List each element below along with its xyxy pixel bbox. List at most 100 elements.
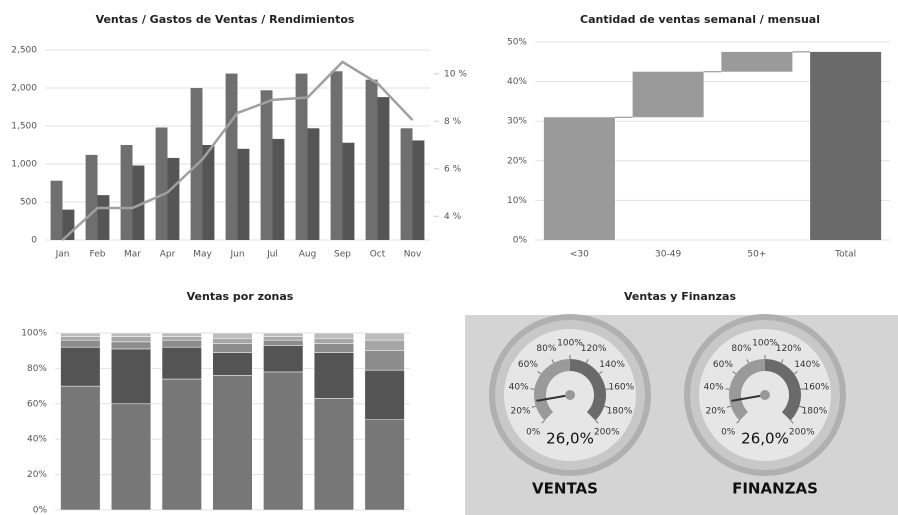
bar (238, 149, 250, 240)
gauge-value: 26,0% (741, 430, 789, 448)
bar (86, 155, 98, 240)
bar-segment (263, 340, 303, 345)
y-tick-label: 2,500 (11, 46, 37, 56)
x-tick-label: Aug (299, 250, 317, 260)
bar (366, 80, 378, 240)
bar (226, 74, 238, 240)
bar (343, 143, 355, 240)
dashboard: Ventas / Gastos de Ventas / Rendimientos… (0, 0, 898, 515)
x-tick-label: Jul (266, 250, 278, 260)
x-tick-label: Nov (404, 250, 422, 260)
bar (810, 52, 881, 240)
y2-tick-label: 6 % (444, 164, 462, 174)
needle-hub (760, 390, 770, 400)
gauge-tick-label: 20% (706, 407, 726, 417)
bar-segment (162, 379, 202, 510)
bar (98, 195, 110, 240)
tick-mark (530, 389, 534, 390)
gauge-tick-label: 100% (557, 339, 583, 349)
x-tick-label: Oct (370, 250, 386, 260)
bar-segment (365, 420, 405, 510)
y-tick-label: 10% (507, 196, 527, 206)
x-tick-label: Jan (55, 250, 70, 260)
bar-segment (213, 352, 253, 375)
gauge-tick-label: 180% (607, 407, 633, 417)
bar-segment (314, 352, 354, 398)
bar (721, 52, 792, 72)
x-tick-label: 50+ (747, 250, 766, 260)
bar-segment (263, 372, 303, 510)
y-tick-label: 50% (507, 38, 527, 48)
gauge-tick-label: 120% (776, 344, 802, 354)
chart-title: Ventas por zonas (187, 290, 294, 303)
bar-segment (61, 333, 101, 337)
gauge-tick-label: 160% (608, 382, 634, 392)
bar-segment (314, 344, 354, 353)
gauge-label: FINANZAS (732, 480, 818, 498)
bar (121, 145, 133, 240)
bar-segment (263, 333, 303, 337)
bar-segment (162, 333, 202, 337)
gauge-tick-label: 200% (594, 427, 620, 437)
y-tick-label: 1,500 (11, 122, 37, 132)
bar (273, 139, 285, 240)
bar-segment (213, 375, 253, 510)
tick-mark (725, 389, 729, 390)
bar-segment (61, 337, 101, 341)
gauge-tick-label: 80% (536, 344, 556, 354)
bar (156, 128, 168, 240)
x-tick-label: Mar (124, 250, 141, 260)
gauge-value: 26,0% (546, 430, 594, 448)
bar (331, 71, 343, 240)
bar-segment (365, 340, 405, 351)
bar-segment (365, 333, 405, 340)
bar (401, 128, 413, 240)
y-tick-label: 30% (507, 117, 527, 127)
y-tick-label: 40% (507, 77, 527, 87)
bar-segment (111, 333, 151, 337)
y-tick-label: 40% (27, 435, 47, 445)
bar-segment (162, 340, 202, 347)
bar-segment (213, 344, 253, 353)
y-tick-label: 20% (27, 470, 47, 480)
bar (633, 72, 704, 118)
bar (203, 145, 215, 240)
gauge-tick-label: 60% (713, 360, 733, 370)
bar-segment (111, 342, 151, 349)
gauge-tick-label: 80% (731, 344, 751, 354)
y-tick-label: 20% (507, 156, 527, 166)
gauge-tick-label: 160% (803, 382, 829, 392)
gauge-tick-label: 140% (599, 360, 625, 370)
bar-segment (61, 347, 101, 386)
bar (308, 128, 320, 240)
bar-segment (61, 340, 101, 347)
y-tick-label: 0% (33, 506, 48, 515)
y2-tick-label: 4 % (444, 212, 462, 222)
bar-segment (263, 337, 303, 341)
gauge-tick-label: 20% (511, 407, 531, 417)
x-tick-label: <30 (570, 250, 589, 260)
gauge-tick-label: 140% (794, 360, 820, 370)
bar (544, 117, 615, 240)
y-tick-label: 1,000 (11, 160, 37, 170)
bar (378, 97, 390, 240)
chart-title: Cantidad de ventas semanal / mensual (580, 13, 820, 26)
bar-segment (111, 349, 151, 404)
y-tick-label: 2,000 (11, 84, 37, 94)
x-tick-label: May (193, 250, 212, 260)
gauge-tick-label: 0% (721, 427, 736, 437)
x-tick-label: Feb (90, 250, 106, 260)
x-tick-label: Apr (160, 250, 176, 260)
bar-segment (314, 338, 354, 343)
bar-segment (365, 351, 405, 370)
bar-segment (314, 398, 354, 510)
bar-segment (111, 337, 151, 342)
x-tick-label: Sep (334, 250, 351, 260)
bar-segment (162, 337, 202, 341)
y-tick-label: 0 (31, 236, 37, 246)
x-tick-label: Jun (229, 250, 244, 260)
bar (413, 140, 425, 240)
bar-segment (263, 345, 303, 372)
bar (168, 158, 180, 240)
gauge-label: VENTAS (532, 480, 598, 498)
